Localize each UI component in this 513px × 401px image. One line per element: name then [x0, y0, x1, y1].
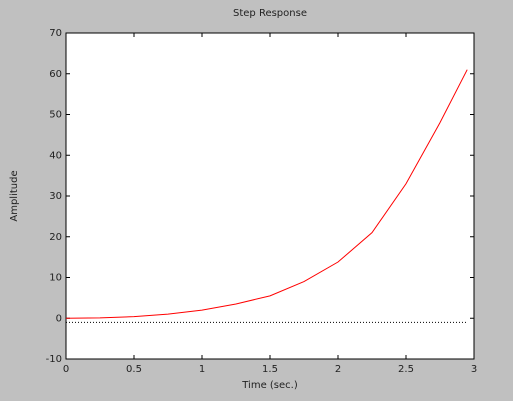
x-tick-label: 2.5 [398, 364, 414, 375]
series-line [65, 69, 468, 319]
y-tick-label: 70 [49, 28, 62, 39]
y-tick-label: 60 [49, 69, 62, 80]
chart-title: Step Response [233, 8, 307, 19]
y-tick-label: 30 [49, 191, 62, 202]
x-tick-label: 0.5 [126, 364, 142, 375]
x-axis-label: Time (sec.) [241, 380, 298, 391]
y-tick-label: 40 [49, 150, 62, 161]
x-tick-label: 1.5 [262, 364, 278, 375]
y-tick-label: 50 [49, 110, 62, 121]
y-tick-label: 0 [56, 313, 62, 324]
plot-area [65, 32, 475, 360]
x-tick-label: 3 [471, 364, 477, 375]
y-axis-label: Amplitude [9, 170, 20, 221]
y-tick-label: 10 [49, 273, 62, 284]
x-tick-label: 1 [199, 364, 205, 375]
x-tick-label: 2 [335, 364, 341, 375]
y-tick-label: -10 [46, 354, 62, 365]
y-tick-label: 20 [49, 232, 62, 243]
x-tick-label: 0 [63, 364, 69, 375]
